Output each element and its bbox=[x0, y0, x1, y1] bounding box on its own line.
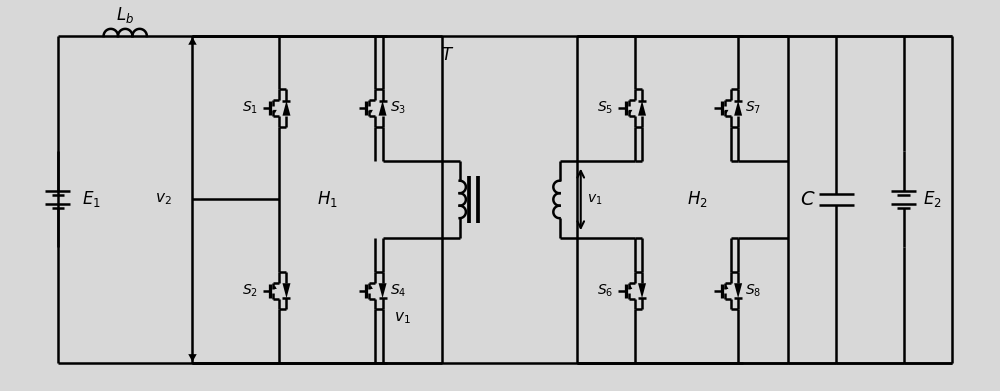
Text: $E_1$: $E_1$ bbox=[82, 190, 101, 210]
Polygon shape bbox=[379, 283, 387, 298]
Polygon shape bbox=[188, 354, 197, 362]
Text: $E_2$: $E_2$ bbox=[923, 190, 942, 210]
Polygon shape bbox=[273, 285, 277, 289]
Text: $S_7$: $S_7$ bbox=[745, 100, 762, 117]
Text: $L_b$: $L_b$ bbox=[116, 5, 134, 25]
Text: $S_4$: $S_4$ bbox=[390, 283, 406, 299]
Text: $S_6$: $S_6$ bbox=[597, 283, 613, 299]
Polygon shape bbox=[734, 100, 742, 116]
Text: $H_2$: $H_2$ bbox=[687, 190, 707, 210]
Text: $S_5$: $S_5$ bbox=[597, 100, 613, 117]
Polygon shape bbox=[628, 110, 632, 113]
Text: $S_1$: $S_1$ bbox=[242, 100, 258, 117]
Polygon shape bbox=[273, 110, 277, 113]
Text: $v_1$: $v_1$ bbox=[587, 192, 603, 206]
Text: $v_2$: $v_2$ bbox=[155, 192, 172, 207]
Polygon shape bbox=[282, 100, 290, 116]
Polygon shape bbox=[369, 285, 373, 289]
Polygon shape bbox=[282, 283, 290, 298]
Polygon shape bbox=[188, 37, 197, 45]
Polygon shape bbox=[628, 285, 632, 289]
Polygon shape bbox=[369, 110, 373, 113]
Polygon shape bbox=[734, 283, 742, 298]
Text: $H_1$: $H_1$ bbox=[317, 190, 337, 210]
Text: $T$: $T$ bbox=[441, 46, 454, 64]
Polygon shape bbox=[725, 285, 728, 289]
Polygon shape bbox=[638, 283, 646, 298]
Text: $C$: $C$ bbox=[800, 190, 815, 209]
Text: $S_8$: $S_8$ bbox=[745, 283, 762, 299]
Polygon shape bbox=[725, 110, 728, 113]
Text: $v_1$: $v_1$ bbox=[394, 310, 411, 326]
Polygon shape bbox=[379, 100, 387, 116]
Polygon shape bbox=[638, 100, 646, 116]
Text: $S_3$: $S_3$ bbox=[390, 100, 406, 117]
Text: $S_2$: $S_2$ bbox=[242, 283, 258, 299]
